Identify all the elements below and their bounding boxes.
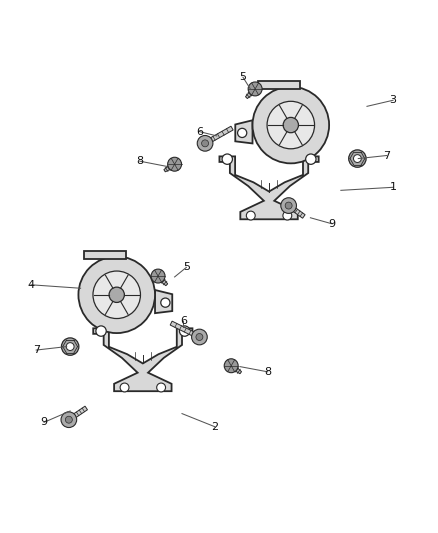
Circle shape — [151, 269, 165, 283]
Polygon shape — [164, 162, 176, 172]
Circle shape — [66, 343, 74, 351]
Circle shape — [283, 211, 292, 220]
Circle shape — [61, 412, 77, 427]
Circle shape — [267, 101, 314, 149]
Circle shape — [191, 329, 207, 345]
FancyBboxPatch shape — [84, 251, 126, 259]
Text: 1: 1 — [389, 182, 396, 192]
Text: 3: 3 — [389, 95, 396, 105]
Circle shape — [61, 338, 79, 356]
Polygon shape — [170, 321, 200, 339]
Text: 5: 5 — [183, 262, 190, 272]
Text: 6: 6 — [180, 316, 187, 326]
Text: 5: 5 — [240, 72, 247, 82]
Polygon shape — [204, 126, 233, 145]
Circle shape — [161, 298, 170, 307]
Polygon shape — [219, 156, 319, 219]
Circle shape — [224, 359, 238, 373]
Text: 9: 9 — [40, 417, 48, 427]
Circle shape — [237, 128, 247, 138]
Circle shape — [120, 383, 129, 392]
Circle shape — [201, 140, 208, 147]
Polygon shape — [235, 120, 253, 143]
Text: 6: 6 — [196, 126, 203, 136]
Polygon shape — [156, 274, 168, 286]
Polygon shape — [93, 328, 192, 391]
Circle shape — [180, 326, 190, 336]
Circle shape — [248, 82, 262, 96]
Text: 7: 7 — [383, 150, 390, 160]
Text: 7: 7 — [33, 345, 40, 355]
Polygon shape — [230, 364, 241, 374]
Circle shape — [157, 383, 166, 392]
Circle shape — [253, 87, 329, 163]
Circle shape — [197, 135, 213, 151]
Circle shape — [78, 256, 155, 333]
Circle shape — [65, 416, 72, 423]
FancyBboxPatch shape — [258, 81, 300, 90]
Circle shape — [353, 155, 361, 163]
Text: 9: 9 — [328, 219, 336, 229]
Text: 8: 8 — [136, 156, 143, 166]
Circle shape — [93, 271, 141, 319]
Text: 8: 8 — [264, 367, 271, 377]
Circle shape — [306, 154, 316, 164]
Circle shape — [246, 211, 255, 220]
Circle shape — [96, 326, 106, 336]
Text: 2: 2 — [211, 422, 218, 432]
Circle shape — [109, 287, 124, 302]
Polygon shape — [155, 290, 172, 313]
Polygon shape — [67, 406, 88, 422]
Circle shape — [283, 117, 298, 133]
Circle shape — [222, 154, 233, 164]
Circle shape — [168, 157, 182, 171]
Text: 4: 4 — [28, 280, 35, 290]
Circle shape — [349, 150, 366, 167]
Circle shape — [196, 334, 203, 341]
Polygon shape — [287, 204, 305, 218]
Circle shape — [285, 202, 292, 209]
Circle shape — [281, 198, 297, 213]
Polygon shape — [245, 87, 257, 99]
